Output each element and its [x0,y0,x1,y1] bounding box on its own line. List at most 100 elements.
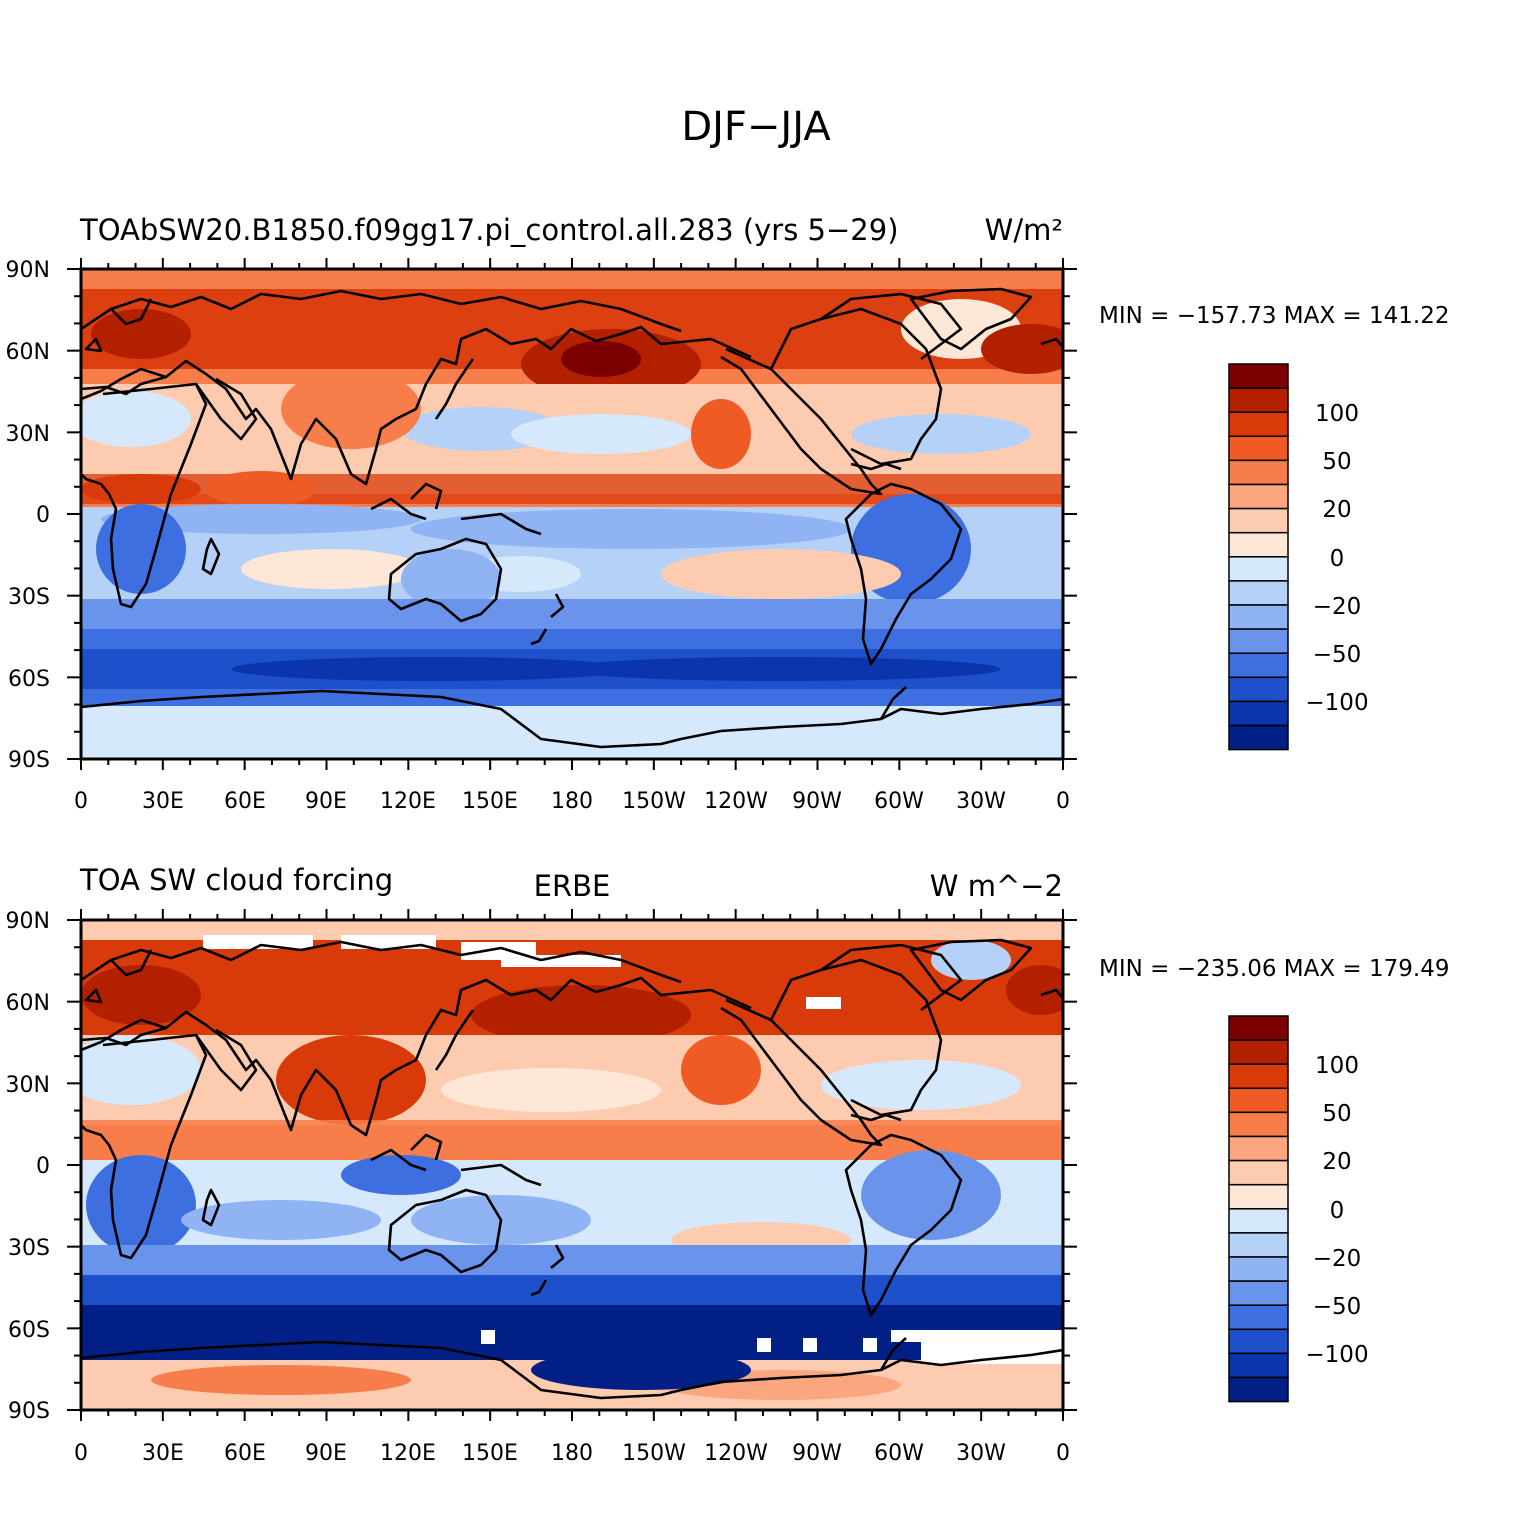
lon-label: 0 [74,1441,88,1466]
panel-model-lat-labels: 90N 60N 30N 0 30S 60S 90S [6,258,50,773]
colorbar-swatch [1228,1352,1289,1379]
colorbar-swatch [1228,411,1289,438]
lat-label: 30S [8,585,50,610]
colorbar-label: 50 [1322,1101,1351,1127]
colorbar-label: −20 [1313,594,1362,620]
lon-label: 90W [792,1441,842,1466]
colorbar-swatch [1228,1111,1289,1138]
colorbar-swatch [1228,459,1289,486]
colorbar-swatch [1228,1328,1289,1355]
colorbar-swatch [1228,1280,1289,1306]
lat-label: 60S [8,1318,50,1343]
colorbar-label: 50 [1322,449,1351,475]
panel-model: TOAbSW20.B1850.f09gg17.pi_control.all.28… [6,213,1450,814]
lat-label: 90S [8,1399,50,1424]
colorbar-swatch [1228,1304,1289,1331]
colorbar-swatch [1228,676,1289,703]
colorbar-label: 0 [1330,546,1345,572]
colorbar-swatch [1228,1015,1289,1041]
colorbar-swatch [1228,1135,1289,1162]
lat-label: 90N [6,909,50,934]
colorbar-label: 0 [1330,1198,1345,1224]
colorbar-label: −50 [1313,642,1362,668]
colorbar-swatch [1228,531,1289,558]
lon-label: 30E [142,1441,184,1466]
lat-label: 90S [8,748,50,773]
lon-label: 120E [380,1441,436,1466]
lat-label: 30N [6,422,50,447]
colorbar-swatch [1228,435,1289,462]
colorbar-swatch [1228,1063,1289,1090]
panel-obs-min-max: MIN = −235.06 MAX = 179.49 [1099,956,1450,982]
panel-model-field [81,269,1063,759]
lon-label: 120W [704,789,768,814]
panel-obs-lat-labels: 90N 60N 30N 0 30S 60S 90S [6,909,50,1424]
colorbar-swatch [1228,724,1289,751]
colorbar-swatch [1228,556,1289,582]
lon-label: 150E [462,789,518,814]
colorbar-swatch [1228,700,1289,727]
figure-title: DJF−JJA [681,104,831,150]
panel-obs-lon-labels: 0 30E 60E 90E 120E 150E 180 150W 120W 90… [74,1441,1070,1466]
colorbar-label: 20 [1322,497,1351,523]
panel-model-lon-labels: 0 30E 60E 90E 120E 150E 180 150W 120W 90… [74,789,1070,814]
colorbar-swatch [1228,580,1289,606]
colorbar-swatch [1228,387,1289,413]
colorbar-label: 100 [1315,401,1359,427]
panel-model-colorbar [1228,363,1289,751]
colorbar-label: 100 [1315,1053,1359,1079]
lon-label: 150W [622,1441,686,1466]
panel-obs-center-title: ERBE [534,869,611,903]
lon-label: 30W [956,789,1006,814]
lon-label: 60E [224,1441,266,1466]
lat-label: 60N [6,991,50,1016]
colorbar-swatch [1228,363,1289,389]
lat-label: 30N [6,1073,50,1098]
lat-label: 0 [36,503,50,528]
colorbar-swatch [1228,1183,1289,1210]
lon-label: 180 [551,1441,593,1466]
lon-label: 60W [874,1441,924,1466]
lat-label: 90N [6,258,50,283]
lon-label: 120E [380,789,436,814]
panel-obs: TOA SW cloud forcing ERBE W m^−2 [6,863,1450,1466]
lon-label: 30W [956,1441,1006,1466]
lon-label: 150W [622,789,686,814]
colorbar-label: 20 [1322,1149,1351,1175]
colorbar-swatch [1228,1232,1289,1258]
panel-obs-colorbar [1228,1015,1289,1403]
lon-label: 90W [792,789,842,814]
lon-label: 60W [874,789,924,814]
panel-obs-units: W m^−2 [930,869,1063,903]
colorbar-swatch [1228,483,1289,510]
colorbar-swatch [1228,1256,1289,1282]
lat-label: 30S [8,1236,50,1261]
colorbar-swatch [1228,652,1289,679]
lon-label: 90E [305,1441,347,1466]
panel-obs-ticks [67,909,1077,1421]
colorbar-label: −20 [1313,1246,1362,1272]
colorbar-swatch [1228,1039,1289,1065]
lat-label: 0 [36,1154,50,1179]
lon-label: 0 [1056,1441,1070,1466]
lon-label: 0 [74,789,88,814]
colorbar-swatch [1228,1208,1289,1234]
colorbar-swatch [1228,628,1289,654]
colorbar-swatch [1228,1087,1289,1114]
lon-label: 60E [224,789,266,814]
colorbar-swatch [1228,1159,1289,1186]
panel-model-colorbar-labels: 100 50 20 0 −20 −50 −100 [1305,401,1368,716]
panel-obs-field [81,920,1063,1410]
colorbar-swatch [1228,604,1289,630]
panel-model-overlap-label: TOAbSW20.B1850.f09gg17.pi_control.all.28… [79,213,899,247]
panel-model-ticks [67,258,1077,770]
panel-obs-colorbar-labels: 100 50 20 0 −20 −50 −100 [1305,1053,1368,1368]
lon-label: 30E [142,789,184,814]
colorbar-swatch [1228,507,1289,534]
lon-label: 0 [1056,789,1070,814]
lon-label: 90E [305,789,347,814]
colorbar-label: −50 [1313,1294,1362,1320]
colorbar-swatch [1228,1376,1289,1403]
lon-label: 180 [551,789,593,814]
